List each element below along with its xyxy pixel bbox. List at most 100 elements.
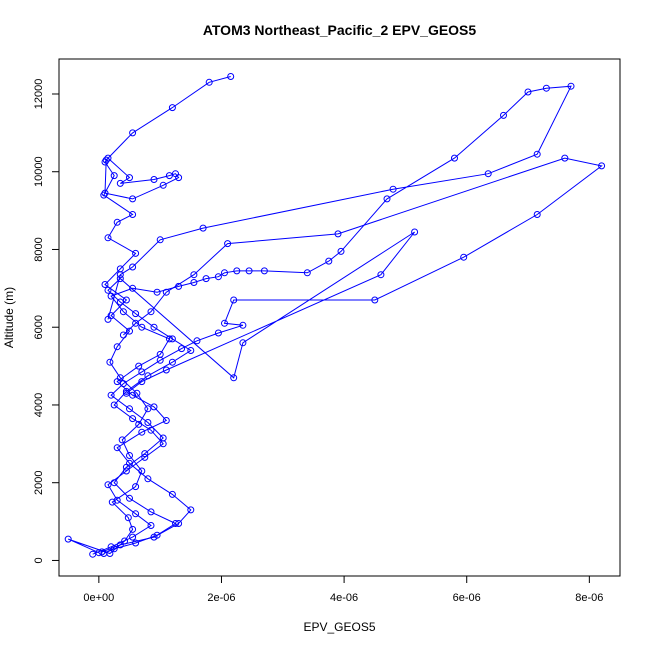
series-line (101, 85, 572, 553)
data-point (389, 185, 397, 193)
data-point (144, 405, 152, 413)
data-point (113, 378, 121, 386)
data-point (129, 533, 137, 541)
data-point (162, 366, 170, 374)
x-tick-label: 8e-06 (575, 592, 603, 604)
data-point (162, 417, 170, 424)
data-point (129, 284, 137, 292)
y-tick-label: 4000 (33, 393, 45, 417)
data-point (484, 170, 492, 178)
data-point (100, 550, 108, 557)
data-point (187, 506, 195, 514)
data-point (132, 510, 140, 518)
data-point (104, 154, 112, 162)
data-point (113, 444, 121, 452)
data-point (144, 372, 152, 380)
data-point (187, 347, 195, 354)
data-point (150, 323, 158, 331)
data-point (377, 271, 385, 279)
data-point (138, 368, 146, 376)
data-point (119, 308, 127, 316)
data-point (104, 286, 112, 294)
data-point (214, 273, 222, 281)
data-point (110, 401, 118, 409)
data-point (122, 387, 130, 395)
data-point (190, 271, 198, 279)
data-point (129, 415, 137, 423)
data-point (138, 378, 146, 386)
data-point (227, 73, 235, 80)
data-point (221, 319, 228, 327)
data-point (129, 129, 137, 137)
data-point (118, 436, 126, 444)
data-point (129, 391, 137, 399)
data-point (132, 319, 140, 327)
data-point (168, 104, 176, 112)
y-axis-label: Altitude (m) (2, 287, 16, 348)
data-point (104, 481, 112, 489)
data-point (168, 490, 176, 498)
data-point (101, 281, 109, 288)
data-point (150, 403, 158, 411)
data-point (113, 343, 121, 351)
y-tick-label: 2000 (33, 470, 45, 494)
data-point (122, 389, 130, 397)
data-point (325, 257, 333, 265)
data-point (153, 288, 161, 296)
x-tick-label: 2e-06 (207, 592, 235, 604)
data-point (178, 345, 186, 353)
x-tick-label: 4e-06 (330, 592, 358, 604)
data-point (119, 331, 127, 339)
data-point (126, 174, 133, 182)
data-point (126, 327, 133, 335)
x-tick-label: 0e+00 (83, 592, 114, 604)
y-axis: 0 2000 4000 6000 8000 10000 12000 (33, 79, 60, 564)
data-point (102, 156, 110, 164)
data-point (144, 419, 152, 426)
data-point (202, 275, 210, 283)
data-point (141, 453, 149, 461)
data-point (260, 267, 268, 275)
data-point (106, 358, 114, 366)
data-point (567, 82, 575, 90)
series-line (103, 157, 603, 554)
data-point (230, 296, 238, 304)
data-point (113, 218, 121, 226)
data-point (132, 539, 140, 547)
data-point (245, 267, 253, 275)
data-point (147, 522, 155, 529)
data-point (124, 514, 132, 522)
x-axis-label: EPV_GEOS5 (303, 620, 375, 634)
y-tick-label: 6000 (33, 315, 45, 339)
data-point (116, 298, 124, 306)
data-point (122, 463, 130, 471)
data-point (214, 329, 222, 337)
data-point (159, 440, 167, 448)
series-4 (89, 228, 419, 558)
x-axis: 0e+00 2e-06 4e-06 6e-06 8e-06 (83, 575, 603, 604)
data-point (113, 496, 121, 504)
data-point (138, 428, 146, 436)
y-tick-label: 0 (33, 557, 45, 563)
data-point (132, 483, 140, 491)
data-point (233, 267, 241, 275)
data-point (129, 195, 137, 203)
chart-title: ATOM3 Northeast_Pacific_2 EPV_GEOS5 (203, 22, 477, 38)
data-point (239, 339, 247, 347)
data-point (138, 323, 146, 331)
data-point (126, 452, 133, 459)
series-1 (64, 73, 235, 557)
data-point (533, 211, 541, 218)
data-point (129, 525, 137, 533)
data-point (132, 310, 140, 318)
data-point (193, 337, 201, 345)
data-point (122, 467, 130, 475)
data-point (542, 84, 550, 92)
data-point (107, 543, 115, 551)
data-point (221, 269, 228, 277)
series-line (92, 231, 415, 555)
data-point (126, 405, 133, 413)
data-point (500, 111, 507, 119)
data-point (116, 541, 124, 549)
